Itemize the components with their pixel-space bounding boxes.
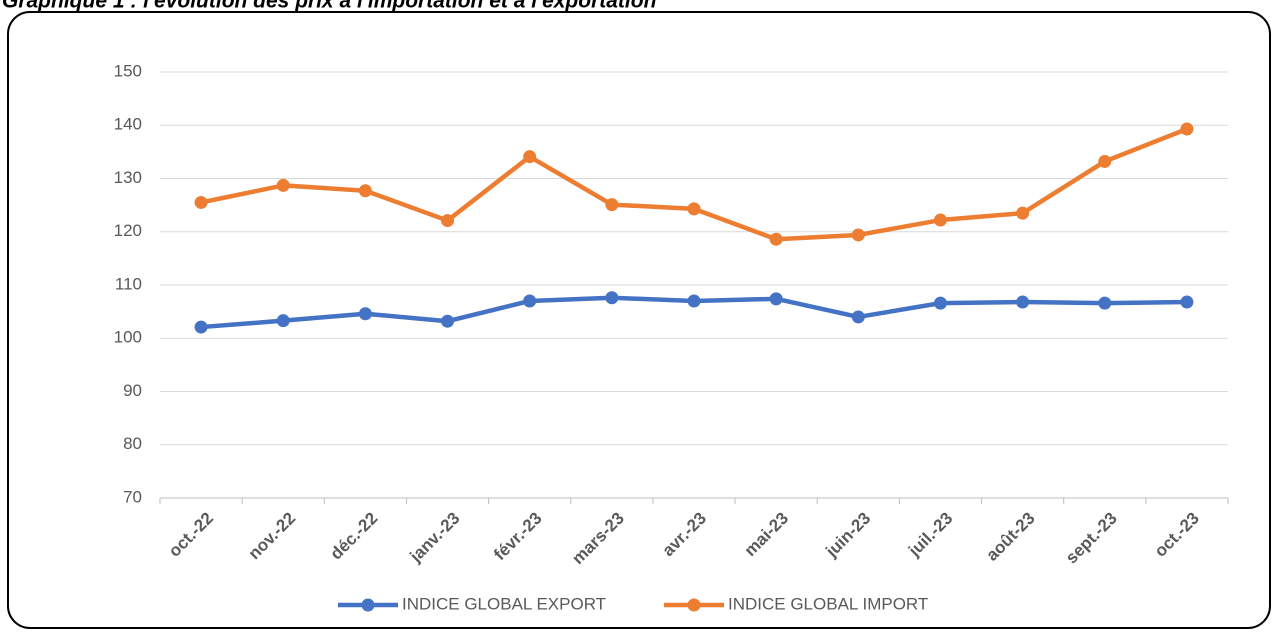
data-point <box>769 232 783 246</box>
data-point <box>441 314 455 328</box>
legend-label: INDICE GLOBAL EXPORT <box>402 594 606 613</box>
data-point <box>276 178 290 192</box>
data-point <box>1016 206 1030 220</box>
y-tick-label: 100 <box>114 328 142 347</box>
legend-label: INDICE GLOBAL IMPORT <box>728 594 928 613</box>
data-point <box>1098 296 1112 310</box>
y-tick-label: 110 <box>115 274 142 293</box>
y-tick-label: 80 <box>123 434 142 453</box>
data-point <box>933 296 947 310</box>
data-point <box>933 213 947 227</box>
data-point <box>276 314 290 328</box>
y-tick-label: 130 <box>114 168 142 187</box>
data-point <box>194 195 208 209</box>
data-point <box>358 184 372 198</box>
data-point <box>1180 122 1194 136</box>
data-point <box>605 291 619 305</box>
data-point <box>769 292 783 306</box>
y-tick-label: 150 <box>114 61 142 80</box>
data-point <box>523 150 537 164</box>
data-point <box>523 294 537 308</box>
y-tick-label: 140 <box>114 115 142 134</box>
chart-frame <box>7 11 1271 629</box>
data-point <box>194 320 208 334</box>
y-tick-label: 120 <box>114 221 142 240</box>
data-point <box>851 228 865 242</box>
data-point <box>687 202 701 216</box>
data-point <box>1016 295 1030 309</box>
data-point <box>441 214 455 228</box>
data-point <box>851 310 865 324</box>
legend-marker <box>687 598 701 612</box>
data-point <box>687 294 701 308</box>
data-point <box>605 198 619 212</box>
chart-title: Graphique 1 : l'évolution des prix à l'i… <box>2 0 656 13</box>
data-point <box>358 307 372 321</box>
y-tick-label: 90 <box>123 381 142 400</box>
legend-marker <box>361 598 375 612</box>
data-point <box>1098 154 1112 168</box>
data-point <box>1180 295 1194 309</box>
y-tick-label: 70 <box>123 487 142 506</box>
